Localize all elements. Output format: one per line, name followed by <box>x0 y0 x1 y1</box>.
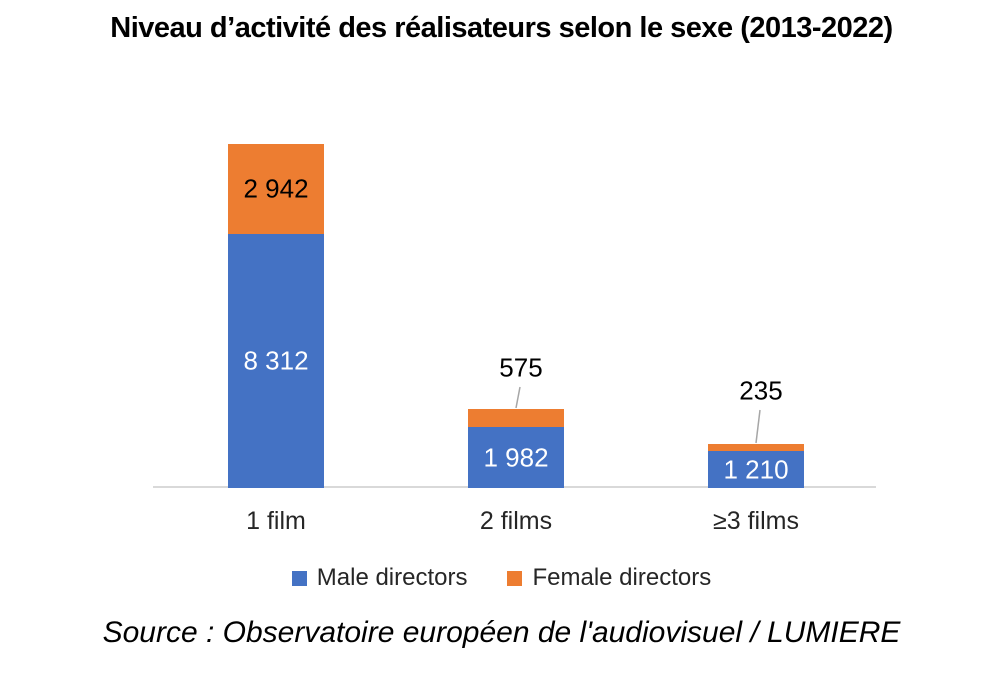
data-label-female-1: 2 942 <box>243 173 309 204</box>
bar-1-male-segment <box>228 234 324 488</box>
chart-title: Niveau d’activité des réalisateurs selon… <box>110 12 893 44</box>
data-label-male-2: 1 982 <box>483 442 549 472</box>
female-series-swatch-icon <box>507 570 523 586</box>
legend: Male directors Female directors <box>0 562 1003 594</box>
bar-2-male-segment <box>468 427 564 488</box>
bar-1-female-segment <box>228 144 324 234</box>
legend-item-male-directors: Male directors <box>291 564 468 592</box>
bar-3-female-segment <box>708 444 804 451</box>
source-caption: Source : Observatoire européen de l'audi… <box>102 616 901 649</box>
data-label-female-3: 235 <box>739 375 783 406</box>
bar-3-male-segment <box>708 451 804 488</box>
category-label-3plus-films: ≥3 films <box>713 507 799 535</box>
legend-item-female-directors: Female directors <box>507 564 711 592</box>
data-label-male-3: 1 210 <box>723 454 789 484</box>
data-label-female-2: 575 <box>499 352 543 383</box>
legend-label-female-directors: Female directors <box>532 564 712 591</box>
category-label-2-films: 2 films <box>479 507 553 535</box>
data-label-male-1: 8 312 <box>243 345 309 376</box>
bar-2-female-segment <box>468 409 564 427</box>
legend-label-male-directors: Male directors <box>316 564 468 591</box>
male-series-swatch-icon <box>291 570 307 586</box>
category-label-1-film: 1 film <box>246 507 306 535</box>
